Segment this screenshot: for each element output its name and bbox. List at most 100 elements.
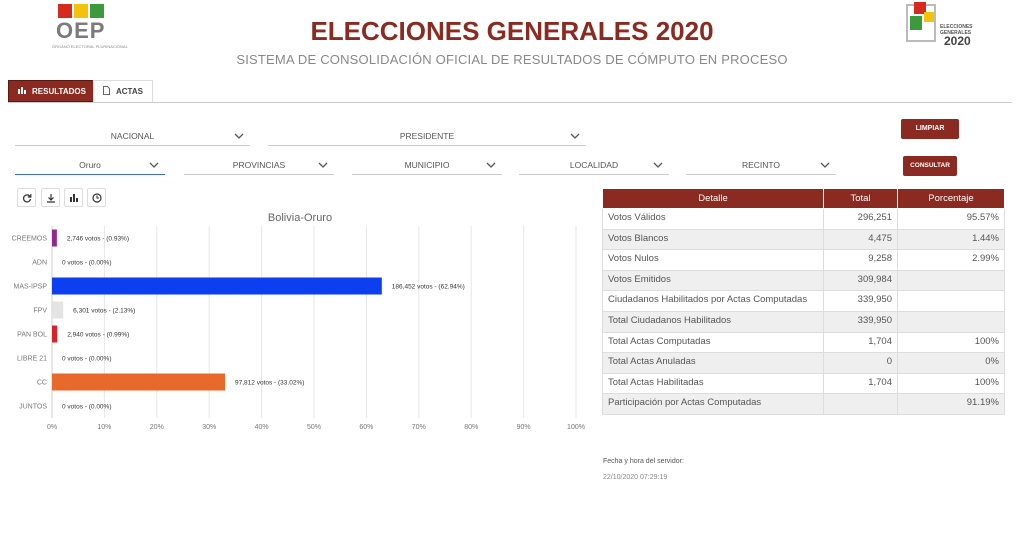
oep-logo-subtext: ÓRGANO ELECTORAL PLURINACIONAL [52,44,128,49]
municipio-select[interactable]: MUNICIPIO [352,157,502,175]
localidad-select[interactable]: LOCALIDAD [519,157,669,175]
table-cell-detalle: Votos Válidos [602,208,824,230]
scope-select[interactable]: NACIONAL [15,128,250,146]
table-cell-total: 0 [823,352,898,374]
data-label: 97,812 votos - (33.02%) [235,380,304,387]
chevron-down-icon [318,162,328,168]
history-button[interactable] [87,188,106,207]
tab-divider [8,102,1012,103]
bar-pan-bol [52,325,58,343]
table-row: Votos Nulos 9,258 2.99% [602,249,1005,271]
table-cell-porcentaje: 91.19% [897,393,1005,415]
download-icon [46,193,55,203]
table-cell-detalle: Votos Nulos [602,249,824,271]
chevron-down-icon [234,133,244,139]
table-cell-total: 309,984 [823,269,898,292]
column-header: Total [823,188,898,209]
page-title: ELECCIONES GENERALES 2020 [310,16,714,46]
table-cell-total: 339,950 [823,290,898,312]
y-category-label: JUNTOS [19,404,47,411]
table-cell-detalle: Total Ciudadanos Habilitados [602,310,824,333]
table-row: Total Actas Anuladas 0 0% [602,352,1005,374]
table-cell-detalle: Votos Blancos [602,228,824,251]
y-category-label: PAN BOL [17,332,47,339]
departamento-select[interactable]: Oruro [15,157,165,175]
x-tick-label: 0% [47,424,57,431]
refresh-icon [22,193,31,202]
x-tick-label: 80% [464,424,478,431]
table-cell-detalle: Total Actas Habilitadas [602,372,824,395]
table-cell-porcentaje [897,269,1005,292]
limpiar-button[interactable]: LIMPIAR [901,119,959,139]
y-category-label: LIBRE 21 [17,356,47,363]
table-cell-total: 1,704 [823,372,898,395]
cargo-select[interactable]: PRESIDENTE [268,128,586,146]
bar-cc [52,373,226,391]
cargo-select-value: PRESIDENTE [399,131,455,141]
localidad-select-value: LOCALIDAD [569,160,619,170]
eg-logo-label-1: ELECCIONES [940,24,973,30]
chevron-down-icon [149,162,159,168]
column-header: Porcentaje [897,188,1005,209]
table-cell-porcentaje: 95.57% [897,208,1005,230]
tab-actas[interactable]: ACTAS [93,80,153,102]
table-row: Total Ciudadanos Habilitados 339,950 [602,310,1005,333]
table-cell-detalle: Total Actas Anuladas [602,352,824,374]
oep-logo-text: OEP [56,18,106,43]
y-category-label: CREEMOS [12,236,48,243]
chart-title: Bolivia-Oruro [267,212,333,224]
provincias-select-value: PROVINCIAS [232,160,286,170]
table-row: Ciudadanos Habilitados por Actas Computa… [602,290,1005,312]
chevron-down-icon [570,133,580,139]
results-table: Detalle Total Porcentaje Votos Válidos 29… [602,188,1005,415]
table-row: Votos Blancos 4,475 1.44% [602,228,1005,251]
table-header-row: Detalle Total Porcentaje [602,188,1005,209]
x-tick-label: 100% [567,424,585,431]
tab-resultados[interactable]: RESULTADOS [8,80,96,102]
chevron-down-icon [653,162,663,168]
table-row: Votos Válidos 296,251 95.57% [602,208,1005,230]
table-cell-total: 296,251 [823,208,898,230]
column-header: Detalle [602,188,824,209]
download-button[interactable] [41,188,60,207]
table-row: Total Actas Computadas 1,704 100% [602,331,1005,354]
table-cell-porcentaje: 100% [897,331,1005,354]
x-tick-label: 40% [255,424,269,431]
table-cell-total: 4,475 [823,228,898,251]
bar-chart: 0% 10% 20% 30% 40% 50% 60% 70% 80% 90% 100% CREEMOS… [12,226,585,431]
table-cell-porcentaje [897,310,1005,333]
recinto-select[interactable]: RECINTO [686,157,836,175]
server-time-value: 22/10/2020 07:29:19 [603,474,668,481]
departamento-select-value: Oruro [79,160,101,170]
table-cell-porcentaje: 1.44% [897,228,1005,251]
data-label: 6,301 votos - (2.13%) [73,308,135,315]
server-time-label: Fecha y hora del servidor: [603,458,684,465]
provincias-select[interactable]: PROVINCIAS [184,157,334,175]
document-icon [103,86,110,97]
data-label: 186,452 votos - (62.94%) [392,284,465,291]
scope-select-value: NACIONAL [110,131,155,141]
x-tick-label: 90% [517,424,531,431]
bar-chart-icon [69,193,78,202]
chart-view-button[interactable] [64,188,83,207]
refresh-button[interactable] [17,188,36,207]
data-label: 2,746 votos - (0.93%) [67,236,129,243]
data-label: 2,940 votos - (0.99%) [67,332,129,339]
table-cell-total [823,393,898,415]
tab-actas-label: ACTAS [116,87,143,96]
bar-fpv [52,301,64,319]
eg-logo-label-2: GENERALES [940,30,972,36]
page-subtitle: SISTEMA DE CONSOLIDACIÓN OFICIAL DE RESU… [236,52,788,67]
tab-resultados-label: RESULTADOS [32,86,86,96]
consultar-button[interactable]: CONSULTAR [903,156,957,176]
table-row: Total Actas Habilitadas 1,704 100% [602,372,1005,395]
bar-chart-icon [18,86,26,96]
table-cell-porcentaje: 100% [897,372,1005,395]
data-label: 0 votos - (0.00%) [62,404,112,411]
table-cell-detalle: Ciudadanos Habilitados por Actas Computa… [602,290,824,312]
chevron-down-icon [820,162,830,168]
municipio-select-value: MUNICIPIO [404,160,450,170]
oep-logo: OEP ÓRGANO ELECTORAL PLURINACIONAL [52,4,128,49]
bar-creemos [52,229,57,247]
table-cell-porcentaje [897,290,1005,312]
